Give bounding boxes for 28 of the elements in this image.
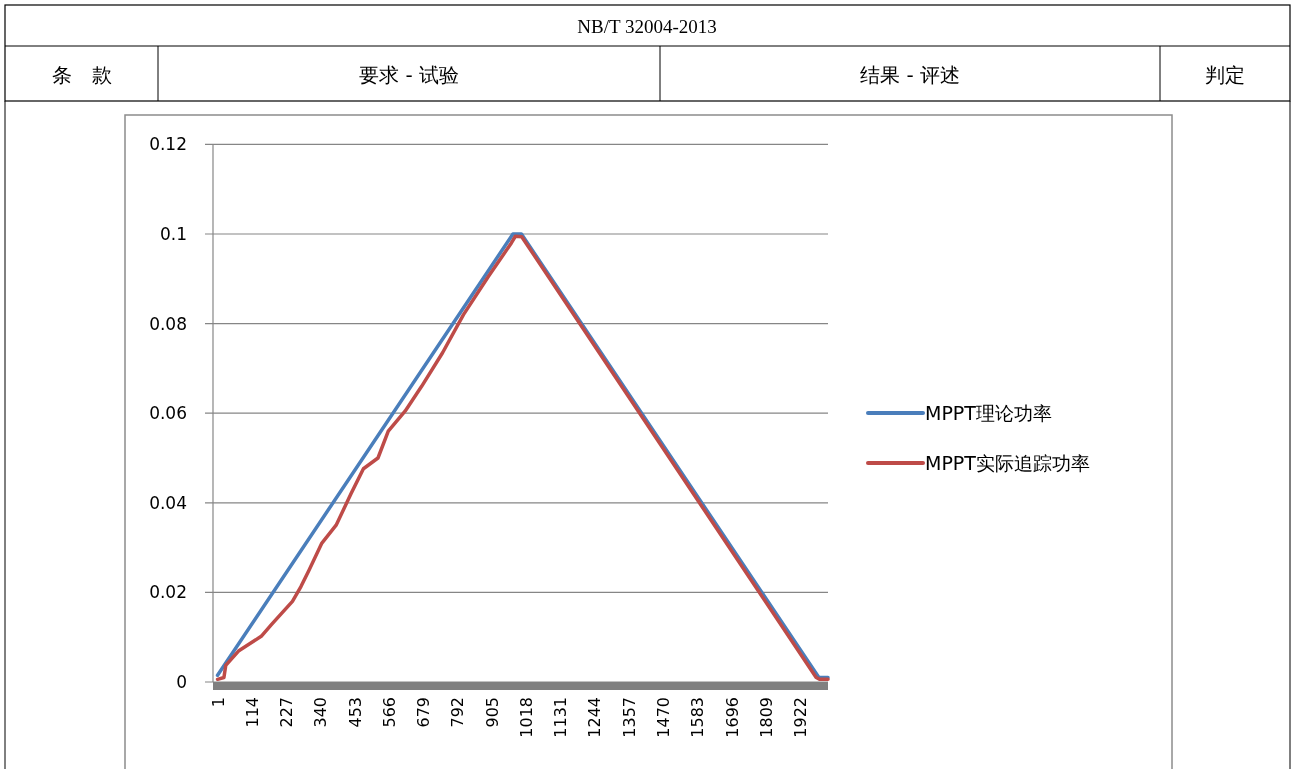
- x-tick-label: 1131: [551, 697, 571, 738]
- y-tick-label: 0.08: [149, 313, 187, 334]
- legend-label: MPPT实际追踪功率: [925, 452, 1090, 474]
- x-tick-label: 1922: [791, 697, 811, 738]
- header-table: NB/T 32004-2013 条 款 要求 - 试验 结果 - 评述 判定: [4, 4, 1291, 102]
- y-tick-label: 0.04: [149, 492, 187, 513]
- x-tick-label: 1357: [619, 697, 639, 738]
- x-tick-label: 453: [345, 697, 365, 728]
- x-tick-label: 114: [242, 697, 262, 728]
- y-tick-label: 0.12: [149, 134, 187, 155]
- x-tick-label: 679: [414, 697, 434, 728]
- x-tick-label: 1244: [585, 697, 605, 738]
- x-tick-label: 905: [482, 697, 502, 728]
- y-tick-label: 0.1: [159, 224, 187, 244]
- x-tick-label: 1470: [654, 697, 674, 738]
- x-tick-label: 1583: [688, 697, 708, 738]
- x-tick-label: 227: [277, 697, 297, 728]
- y-tick-label: 0: [176, 672, 187, 692]
- x-tick-label: 1: [208, 697, 228, 708]
- y-tick-label: 0.02: [149, 582, 187, 603]
- y-tick-label: 0.06: [149, 403, 187, 424]
- x-tick-label: 1696: [722, 697, 742, 738]
- x-tick-label: 1018: [516, 697, 536, 738]
- x-tick-label: 1809: [756, 697, 776, 738]
- x-tick-label: 792: [448, 697, 468, 728]
- x-tick-label: 566: [379, 697, 399, 728]
- x-tick-label: 340: [311, 697, 331, 728]
- legend-label: MPPT理论功率: [925, 402, 1052, 424]
